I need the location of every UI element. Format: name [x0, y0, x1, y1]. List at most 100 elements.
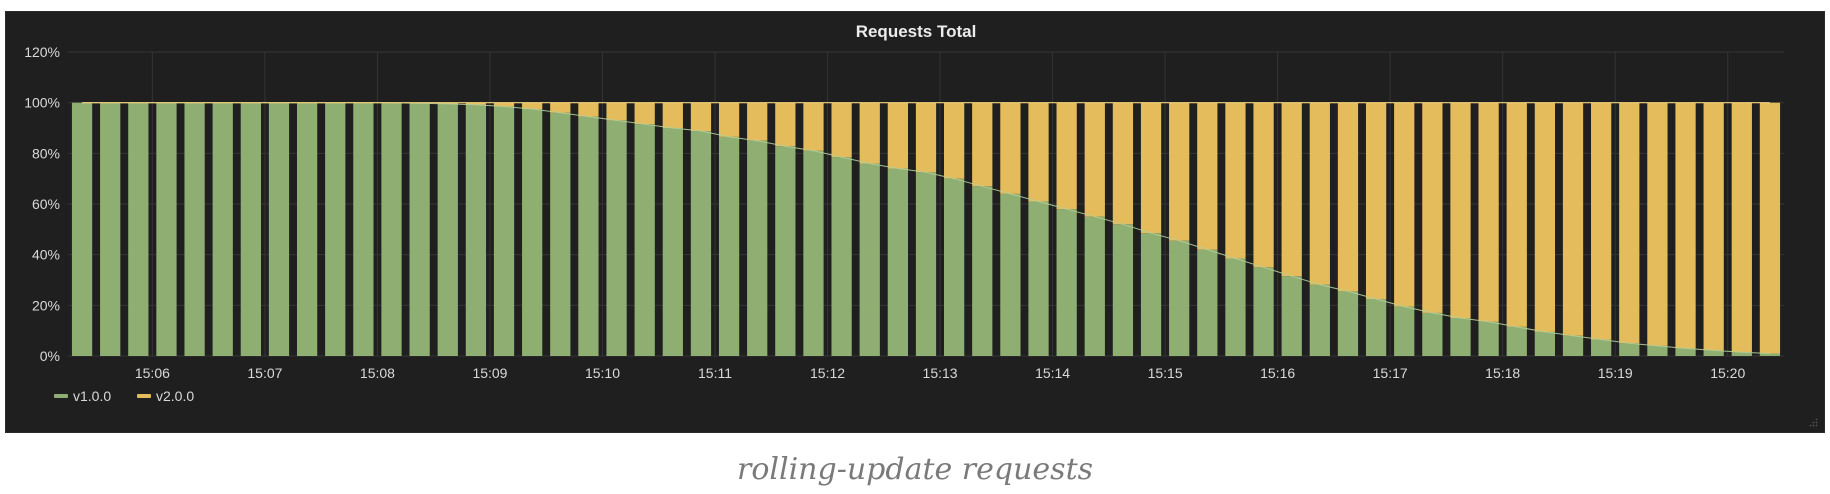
bar-v2 [1450, 102, 1471, 319]
bar-v2 [1140, 102, 1162, 234]
legend-label[interactable]: v1.0.0 [73, 388, 111, 404]
x-tick-label: 15:13 [923, 365, 958, 381]
bar-v1 [184, 102, 205, 357]
bar-v1 [1169, 240, 1190, 356]
x-tick-label: 15:07 [247, 365, 282, 381]
y-tick-label: 120% [24, 44, 60, 60]
bar-v2 [944, 102, 965, 179]
bar-v2 [1703, 102, 1724, 351]
bar-v2 [859, 102, 880, 164]
bar-v1 [1506, 326, 1527, 356]
y-tick-label: 0% [40, 348, 60, 364]
bar-v2 [1506, 102, 1527, 327]
y-tick-label: 40% [32, 247, 60, 263]
bar-v2 [1365, 102, 1387, 300]
y-tick-label: 100% [24, 95, 60, 111]
bar-v1 [325, 102, 346, 357]
x-tick-label: 15:15 [1148, 365, 1183, 381]
bar-v1 [606, 120, 627, 357]
requests-total-chart: Requests Total 0% 20% 40% 60% 80% 100% 120% 15… [24, 22, 1784, 404]
legend-label[interactable]: v2.0.0 [156, 388, 194, 404]
bar-v1 [1084, 216, 1105, 356]
legend-swatch [54, 394, 68, 398]
bar-v2 [915, 102, 937, 173]
bar-v1 [775, 146, 796, 356]
bar-v1 [100, 102, 121, 357]
bar-v1 [1000, 193, 1021, 356]
bar-v2 [662, 102, 683, 128]
y-tick-label: 20% [32, 297, 60, 313]
bar-v1 [1028, 201, 1049, 356]
bar-v2 [634, 102, 655, 125]
bar-v1 [887, 168, 908, 356]
bar-v1 [1731, 352, 1752, 356]
bar-v1 [915, 172, 937, 356]
bar-v2 [1169, 102, 1190, 241]
y-tick-label: 60% [32, 196, 60, 212]
bar-v2 [1534, 102, 1556, 332]
bar-v2 [1478, 102, 1499, 322]
bar-v2 [1562, 102, 1584, 336]
bar-v1 [437, 103, 458, 356]
bar-v2 [718, 102, 740, 137]
bar-v1 [71, 102, 93, 357]
bar-v1 [747, 140, 768, 356]
bar-v2 [1675, 102, 1696, 349]
x-tick-label: 15:16 [1260, 365, 1295, 381]
bar-v2 [1084, 102, 1105, 217]
bar-v1 [1309, 284, 1330, 356]
x-tick-label: 15:18 [1485, 365, 1520, 381]
bar-v1 [156, 102, 177, 357]
bar-v1 [1450, 318, 1471, 356]
bar-v2 [1281, 102, 1302, 277]
bar-v2 [1309, 102, 1330, 285]
bar-v2 [465, 102, 487, 105]
bar-v1 [465, 104, 487, 357]
chart-title[interactable]: Requests Total [856, 22, 977, 41]
bar-v1 [1253, 267, 1274, 356]
bar-v1 [859, 163, 880, 356]
bar-v2 [775, 102, 796, 147]
legend: v1.0.0 v2.0.0 [54, 388, 194, 404]
bar-v2 [887, 102, 908, 169]
bar-v1 [353, 102, 374, 357]
bar-v1 [128, 102, 149, 357]
x-tick-label: 15:09 [472, 365, 507, 381]
x-tick-label: 15:11 [698, 365, 732, 381]
bar-v2 [1591, 102, 1612, 340]
bar-v1 [381, 102, 402, 357]
bar-v2 [1647, 102, 1668, 346]
bar-v1 [493, 106, 515, 356]
bar-v2 [1731, 102, 1752, 353]
x-tick-label: 15:10 [585, 365, 620, 381]
bar-v1 [268, 102, 290, 357]
bar-v1 [803, 150, 824, 356]
x-axis: 15:06 15:07 15:08 15:09 15:10 15:11 15:12 15:13… [135, 365, 1746, 381]
bar-v1 [212, 102, 233, 357]
bar-v2 [1112, 102, 1134, 225]
bar-v1 [1675, 348, 1696, 356]
bar-v1 [662, 128, 683, 356]
bar-v2 [437, 102, 458, 104]
bar-v1 [578, 116, 599, 356]
bar-v2 [1253, 102, 1274, 268]
bar-v1 [1281, 276, 1302, 356]
bar-v2 [1225, 102, 1246, 259]
bar-v2 [972, 102, 993, 187]
x-tick-label: 15:17 [1373, 365, 1408, 381]
bar-v2 [578, 102, 599, 117]
bar-v2 [1337, 102, 1359, 292]
bar-v2 [1197, 102, 1218, 250]
bar-v2 [1394, 102, 1415, 307]
legend-swatch [137, 394, 151, 398]
bar-v1 [1422, 312, 1443, 356]
bar-v1 [1112, 224, 1134, 356]
bar-v2 [1028, 102, 1049, 202]
figure-caption: rolling-update requests [736, 452, 1094, 487]
bar-v2 [1056, 102, 1077, 210]
bar-v1 [1562, 335, 1584, 356]
bar-v2 [1619, 102, 1640, 344]
chart-panel: Requests Total 0% 20% 40% 60% 80% 100% 120% 15… [5, 11, 1825, 433]
resize-handle-icon[interactable] [1808, 417, 1818, 427]
bar-v1 [1140, 233, 1162, 356]
